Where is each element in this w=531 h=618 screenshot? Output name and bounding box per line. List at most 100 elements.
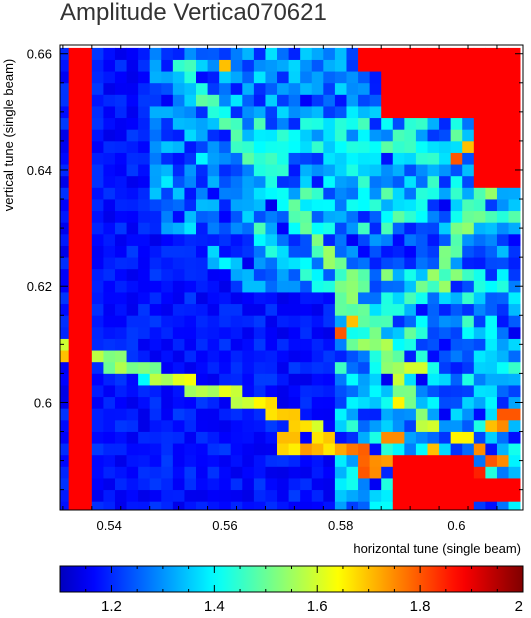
- heatmap-cell: [68, 164, 81, 177]
- heatmap-cell: [219, 268, 232, 281]
- heatmap-cell: [427, 396, 440, 409]
- heatmap-cell: [311, 257, 324, 270]
- heatmap-cell: [450, 199, 463, 212]
- heatmap-cell: [323, 71, 336, 84]
- heatmap-cell: [114, 431, 127, 444]
- heatmap-cell: [334, 233, 347, 246]
- heatmap-cell: [381, 454, 394, 467]
- heatmap-cell: [114, 152, 127, 165]
- heatmap-cell: [68, 489, 81, 502]
- heatmap-cell: [103, 361, 116, 374]
- heatmap-cell: [196, 419, 208, 432]
- heatmap-cell: [265, 419, 278, 432]
- heatmap-cell: [323, 361, 336, 374]
- heatmap-cell: [334, 47, 347, 60]
- heatmap-cell: [508, 106, 521, 119]
- heatmap-cell: [369, 152, 382, 165]
- heatmap-cell: [450, 280, 463, 293]
- heatmap-cell: [126, 175, 139, 188]
- heatmap-cell: [91, 245, 104, 258]
- y-axis-ticks: 0.60.620.640.66: [27, 47, 523, 491]
- heatmap-cell: [126, 222, 139, 235]
- heatmap-cell: [80, 199, 93, 212]
- heatmap-cell: [462, 129, 475, 142]
- heatmap-cell: [334, 350, 347, 363]
- heatmap-cell: [300, 350, 313, 363]
- heatmap-cell: [439, 268, 452, 281]
- heatmap-cell: [219, 466, 232, 479]
- heatmap-cell: [404, 419, 417, 432]
- heatmap-cell: [415, 129, 428, 142]
- heatmap-cell: [68, 454, 81, 467]
- heatmap-cell: [138, 175, 151, 188]
- heatmap-cell: [427, 326, 440, 339]
- heatmap-cell: [138, 373, 151, 386]
- heatmap-cell: [103, 210, 116, 223]
- heatmap-cell: [473, 164, 486, 177]
- heatmap-cell: [207, 478, 220, 491]
- heatmap-cell: [184, 47, 197, 60]
- heatmap-cell: [68, 303, 81, 316]
- heatmap-cell: [172, 199, 185, 212]
- heatmap-cell: [219, 292, 232, 305]
- heatmap-cell: [126, 199, 139, 212]
- heatmap-cell: [68, 385, 81, 398]
- heatmap-cell: [381, 419, 394, 432]
- heatmap-cell: [404, 350, 417, 363]
- heatmap-cell: [485, 454, 498, 467]
- heatmap-cell: [288, 152, 301, 165]
- heatmap-cell: [392, 478, 405, 491]
- heatmap-cell: [473, 47, 486, 60]
- heatmap-cell: [80, 152, 93, 165]
- heatmap-cell: [496, 361, 509, 374]
- heatmap-cell: [161, 408, 174, 421]
- heatmap-cell: [288, 199, 301, 212]
- heatmap-cell: [68, 129, 81, 142]
- heatmap-cell: [323, 164, 336, 177]
- heatmap-cell: [277, 222, 289, 235]
- heatmap-cell: [473, 501, 486, 511]
- heatmap-cell: [288, 292, 301, 305]
- heatmap-cell: [415, 396, 428, 409]
- heatmap-cell: [288, 233, 301, 246]
- heatmap-cell: [138, 268, 151, 281]
- heatmap-cell: [126, 350, 139, 363]
- heatmap-cell: [91, 489, 104, 502]
- heatmap-cell: [91, 431, 104, 444]
- heatmap-cell: [485, 233, 498, 246]
- heatmap-cell: [485, 361, 498, 374]
- heatmap-cell: [91, 419, 104, 432]
- heatmap-cell: [496, 164, 509, 177]
- heatmap-cell: [496, 350, 509, 363]
- heatmap-cell: [288, 71, 301, 84]
- heatmap-cell: [277, 257, 289, 270]
- heatmap-cell: [358, 466, 371, 479]
- heatmap-cell: [288, 175, 301, 188]
- heatmap-cell: [473, 489, 486, 502]
- heatmap-cell: [103, 245, 116, 258]
- heatmap-cell: [404, 175, 417, 188]
- heatmap-cell: [230, 257, 243, 270]
- heatmap-cell: [358, 129, 371, 142]
- heatmap-cell: [450, 140, 463, 153]
- heatmap-cell: [149, 303, 162, 316]
- heatmap-cell: [126, 454, 139, 467]
- heatmap-cell: [172, 315, 185, 328]
- heatmap-cell: [334, 373, 347, 386]
- heatmap-cell: [462, 222, 475, 235]
- heatmap-cell: [450, 175, 463, 188]
- heatmap-cell: [242, 326, 255, 339]
- heatmap-cell: [358, 71, 371, 84]
- heatmap-cell: [91, 140, 104, 153]
- heatmap-cell: [126, 129, 139, 142]
- heatmap-cell: [207, 419, 220, 432]
- heatmap-cell: [277, 396, 289, 409]
- heatmap-cell: [427, 140, 440, 153]
- heatmap-cell: [485, 326, 498, 339]
- heatmap-cell: [323, 292, 336, 305]
- heatmap-cell: [265, 454, 278, 467]
- heatmap-cell: [126, 187, 139, 200]
- heatmap-cell: [265, 408, 278, 421]
- heatmap-cell: [103, 117, 116, 130]
- heatmap-cell: [300, 489, 313, 502]
